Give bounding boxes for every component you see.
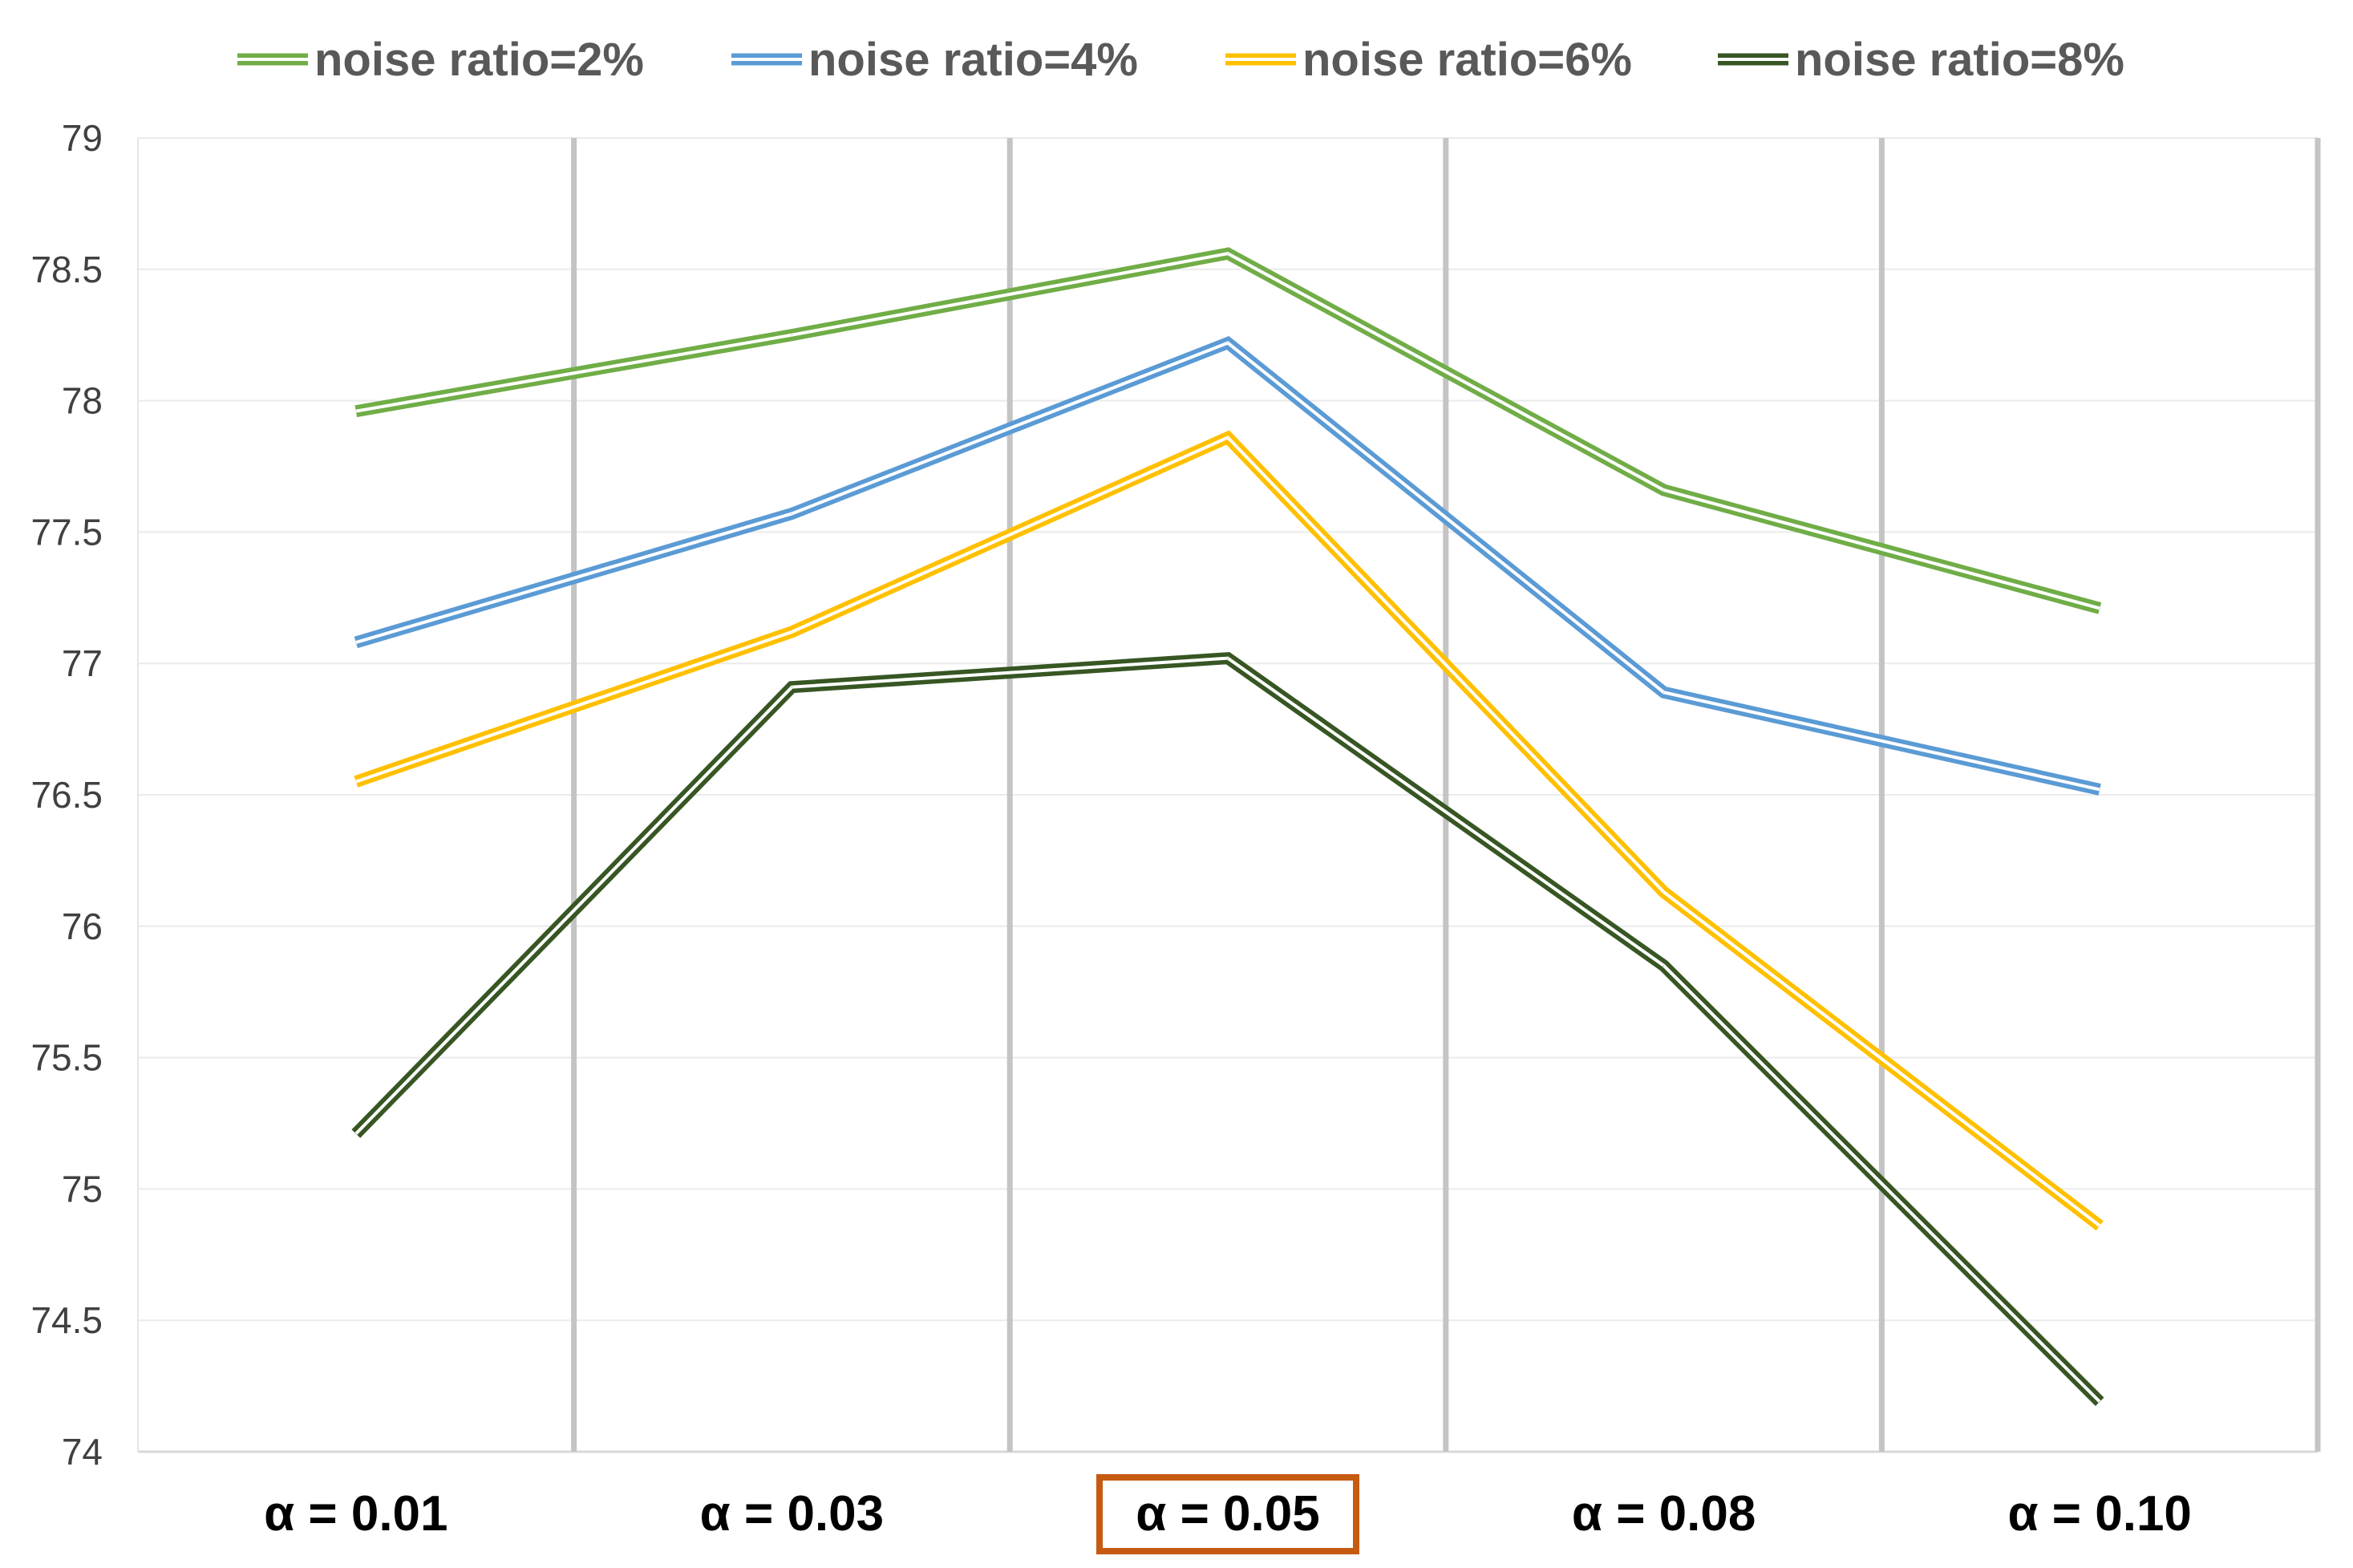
y-tick-label: 78.5 [30, 249, 103, 290]
highlight-box [1096, 1474, 1359, 1554]
legend-label: noise ratio=4% [808, 34, 1138, 86]
data-point [355, 1133, 357, 1135]
x-tick-label: α = 0.10 [2007, 1486, 2191, 1542]
legend-label: noise ratio=6% [1302, 34, 1632, 86]
series-line [354, 335, 2101, 796]
y-tick-label: 77.5 [30, 511, 103, 553]
data-point [1663, 891, 1665, 893]
legend-item: noise ratio=2% [237, 34, 644, 86]
series-line [354, 247, 2102, 614]
x-tick-label: α = 0.01 [264, 1486, 448, 1542]
data-point [1227, 253, 1229, 254]
y-tick-label: 75.5 [30, 1037, 103, 1079]
legend: noise ratio=2% noise ratio=4% noise ratio=… [237, 34, 2124, 86]
category-separators [571, 138, 2321, 1452]
y-tick-label: 77 [62, 642, 103, 684]
series-line [354, 430, 2104, 1231]
series-line-outer [354, 430, 2104, 1231]
legend-item: noise ratio=8% [1718, 34, 2124, 86]
y-tick-label: 79 [62, 117, 103, 159]
x-tick-label: α = 0.05 [1136, 1486, 1319, 1542]
y-tick-label: 75 [62, 1168, 103, 1209]
series-line-inner [355, 341, 2100, 792]
legend-label: noise ratio=8% [1795, 34, 2124, 86]
y-tick-label: 76.5 [30, 774, 103, 816]
x-axis: α = 0.01 α = 0.03 α = 0.05 α = 0.08 α = 0.10 [264, 1474, 2192, 1554]
x-tick-label: α = 0.08 [1572, 1486, 1756, 1542]
legend-label: noise ratio=2% [314, 34, 644, 86]
series-lines [351, 247, 2104, 1407]
data-point [1663, 489, 1665, 491]
data-point [1663, 965, 1665, 966]
y-tick-label: 78 [62, 380, 103, 422]
series-line [351, 651, 2104, 1407]
data-point [1227, 436, 1229, 438]
y-tick-label: 74 [62, 1431, 103, 1473]
gridlines [137, 137, 2318, 1453]
legend-item: noise ratio=4% [731, 34, 1138, 86]
y-tick-label: 74.5 [30, 1299, 103, 1341]
data-point [1227, 342, 1229, 344]
data-point [355, 781, 357, 783]
legend-item: noise ratio=6% [1225, 34, 1632, 86]
data-point [1663, 691, 1665, 693]
y-tick-label: 76 [62, 906, 103, 947]
y-axis: 74 74.5 75 75.5 76 76.5 77 77.5 78 78.5 79 [30, 117, 103, 1473]
x-tick-label: α = 0.03 [700, 1486, 884, 1542]
series-line-inner [355, 436, 2101, 1227]
